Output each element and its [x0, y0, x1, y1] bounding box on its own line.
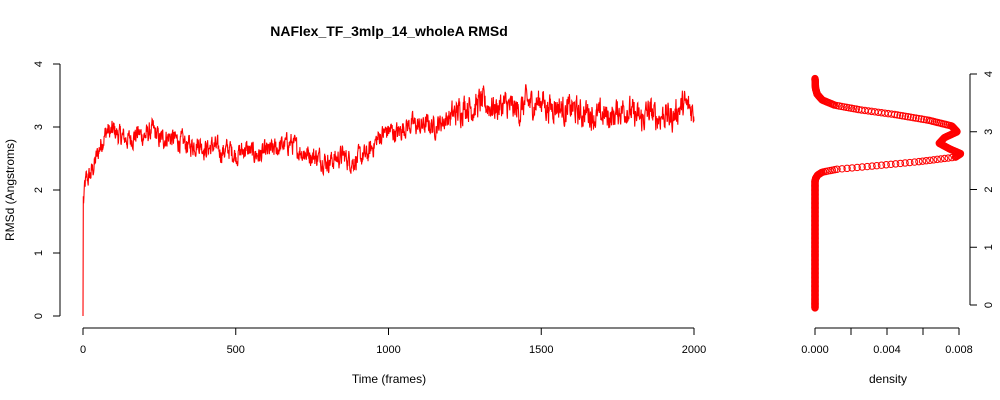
density-points: [811, 74, 965, 312]
density-point: [882, 161, 890, 169]
density-point: [912, 114, 920, 122]
y-tick-label: 2: [33, 187, 45, 193]
x-tick-label: 1500: [529, 344, 553, 356]
density-point: [917, 115, 925, 123]
y-tick-label: 3: [33, 124, 45, 130]
density-point: [933, 155, 941, 164]
density-y-tick-label: 3: [983, 129, 995, 135]
density-point: [901, 159, 909, 167]
x-tick-label: 500: [227, 344, 245, 356]
density-point: [901, 112, 910, 121]
density-point: [811, 74, 819, 83]
density-y-tick-label: 1: [983, 244, 995, 250]
density-point: [843, 164, 851, 173]
density-point: [868, 162, 876, 170]
x-tick-label: 1000: [376, 344, 400, 356]
density-point: [929, 156, 938, 164]
density-point: [896, 159, 905, 168]
density-point: [848, 164, 856, 172]
density-x-axis-ticks: 0.000 0.004 0.008: [801, 328, 973, 356]
density-point: [922, 116, 931, 124]
x-tick-label: 0: [80, 344, 86, 356]
density-point: [857, 106, 866, 114]
density-y-tick-label: 4: [983, 71, 995, 77]
density-point: [838, 165, 846, 173]
density-x-tick-label: 0.008: [945, 344, 973, 356]
density-point: [918, 157, 927, 165]
density-y-tick-label: 0: [983, 302, 995, 308]
density-plot: 0.000 0.004 0.008 0 1 2 3 4 density: [801, 71, 995, 386]
density-point: [909, 113, 918, 122]
y-tick-label: 0: [33, 313, 45, 319]
density-point: [891, 160, 900, 168]
density-point: [940, 154, 949, 163]
density-point: [833, 165, 841, 173]
density-point: [915, 157, 923, 166]
x-tick-label: 2000: [682, 344, 706, 356]
y-tick-label: 1: [33, 250, 45, 256]
density-point: [896, 111, 904, 120]
density-point: [910, 158, 919, 166]
y-tick-label: 4: [33, 61, 45, 67]
density-point: [906, 158, 914, 167]
density-point: [904, 113, 912, 121]
density-point: [922, 157, 930, 165]
density-point: [906, 113, 915, 121]
density-point: [877, 161, 886, 169]
density-x-tick-label: 0.004: [873, 344, 901, 356]
rmsd-series-line: [82, 84, 695, 317]
density-x-axis-title: density: [869, 372, 907, 386]
density-point: [914, 114, 923, 123]
density-point: [873, 161, 881, 170]
density-point: [898, 112, 907, 120]
density-point: [926, 156, 934, 164]
density-x-tick-label: 0.000: [801, 344, 829, 356]
density-point: [863, 162, 871, 171]
density-y-tick-label: 2: [983, 186, 995, 192]
density-point: [853, 163, 861, 172]
x-axis-title: Time (frames): [352, 372, 426, 386]
density-point: [944, 154, 952, 162]
x-axis-ticks: 0 500 1000 1500 2000: [80, 328, 706, 356]
density-point: [858, 163, 866, 171]
chart-title: NAFlex_TF_3mlp_14_wholeA RMSd: [270, 23, 508, 39]
density-point: [887, 160, 895, 169]
density-point: [920, 115, 928, 124]
density-point: [937, 155, 945, 163]
y-axis-ticks: 0 1 2 3 4: [33, 61, 60, 319]
rmsd-time-plot: 0 500 1000 1500 2000 0 1 2 3 4 Time (frames) RMS…: [3, 61, 706, 386]
density-y-axis-ticks: 0 1 2 3 4: [970, 71, 995, 308]
y-axis-title: RMSd (Angstroms): [3, 139, 17, 241]
